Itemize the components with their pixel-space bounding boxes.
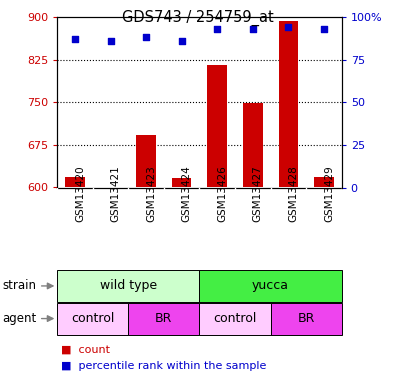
Text: GDS743 / 254759_at: GDS743 / 254759_at (122, 9, 273, 26)
Text: strain: strain (2, 279, 36, 292)
Text: GSM13426: GSM13426 (217, 166, 227, 222)
Bar (101, 187, 120, 188)
Point (179, 38, 185, 44)
Bar (136, 135, 156, 188)
Point (143, 34, 149, 40)
Point (250, 26, 256, 32)
Bar (128, 303, 199, 334)
Text: ■  count: ■ count (61, 345, 110, 354)
Text: GSM13420: GSM13420 (75, 166, 85, 222)
Point (107, 38, 114, 44)
Text: GSM13424: GSM13424 (182, 166, 192, 222)
Bar (65, 177, 85, 188)
Text: GSM13421: GSM13421 (111, 166, 120, 222)
Bar (57, 270, 199, 302)
Text: GSM13429: GSM13429 (324, 166, 334, 222)
Text: yucca: yucca (252, 279, 289, 292)
Bar (199, 270, 342, 302)
Bar (314, 177, 334, 188)
Point (321, 26, 327, 32)
Text: BR: BR (155, 312, 173, 325)
Text: GSM13428: GSM13428 (288, 166, 298, 222)
Bar (172, 178, 192, 188)
Bar (271, 303, 342, 334)
Bar (199, 303, 271, 334)
Text: GSM13423: GSM13423 (146, 166, 156, 222)
Point (72, 36, 78, 42)
Bar (57, 303, 128, 334)
Text: ■  percentile rank within the sample: ■ percentile rank within the sample (61, 361, 267, 370)
Point (285, 24, 292, 30)
Text: control: control (71, 312, 115, 325)
Text: GSM13427: GSM13427 (253, 166, 263, 222)
Text: wild type: wild type (100, 279, 157, 292)
Text: control: control (213, 312, 257, 325)
Bar (207, 65, 227, 188)
Text: BR: BR (297, 312, 315, 325)
Text: agent: agent (2, 312, 36, 325)
Bar (243, 104, 263, 188)
Point (214, 26, 220, 32)
Bar (278, 21, 298, 188)
